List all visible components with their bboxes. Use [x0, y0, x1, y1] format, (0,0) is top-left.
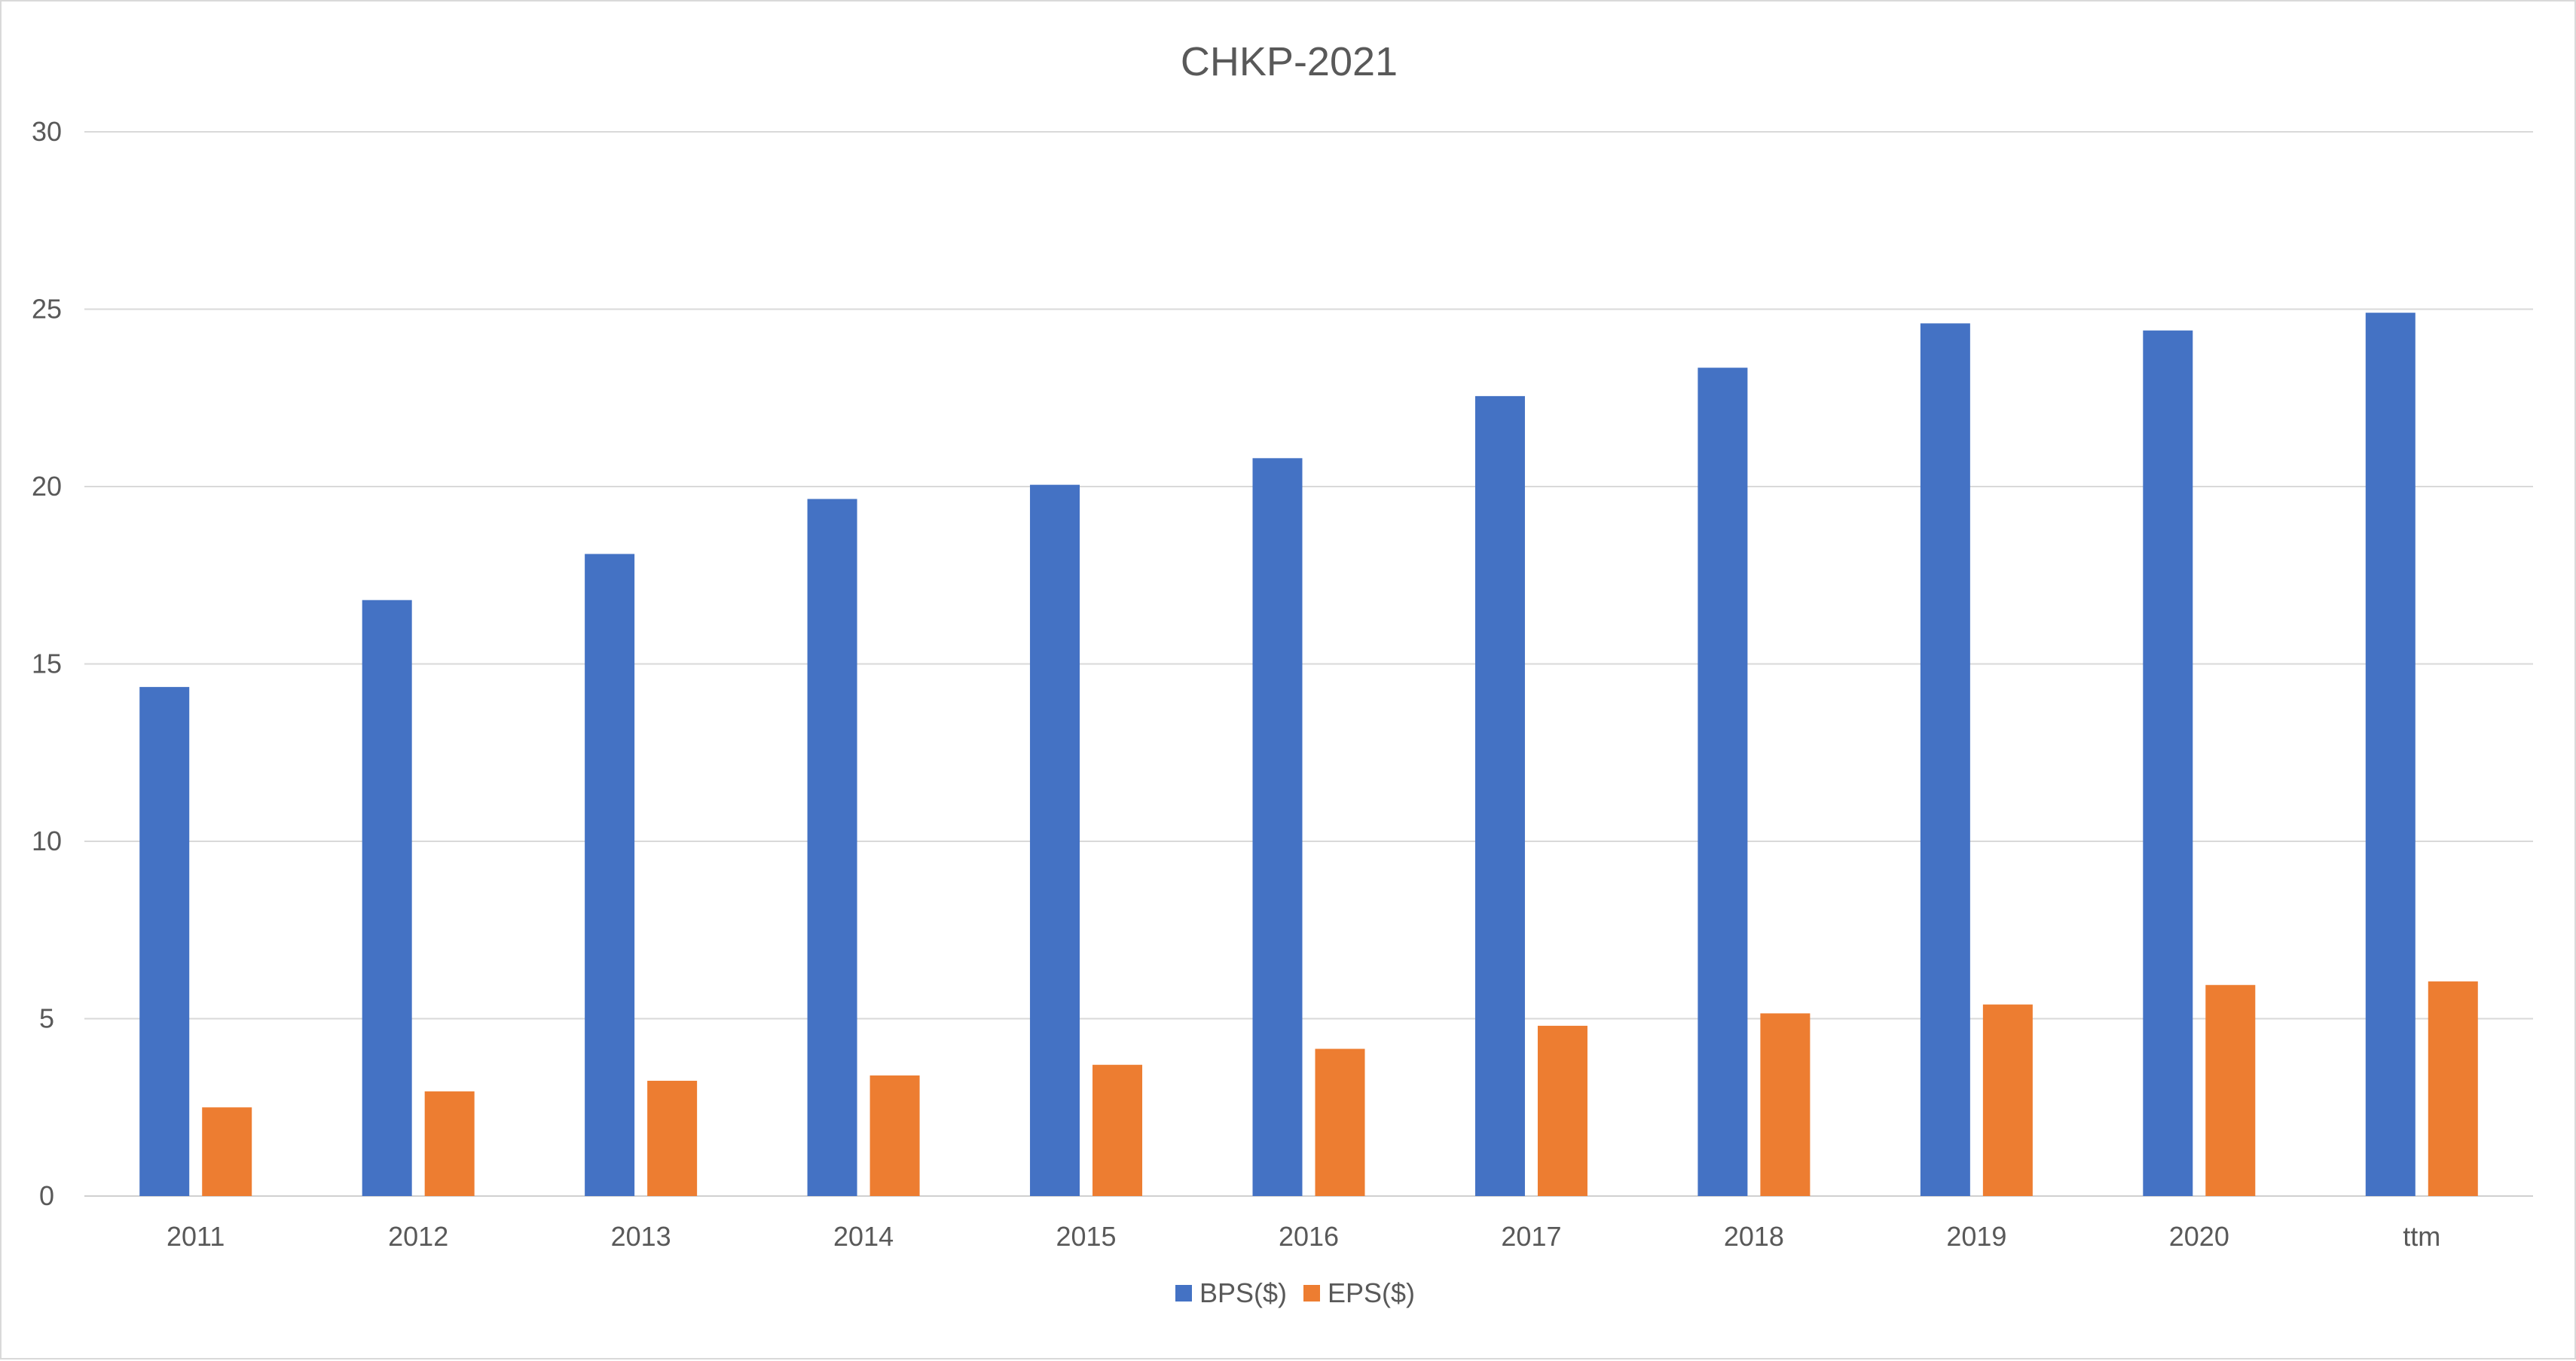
- bars: [139, 313, 2478, 1197]
- y-tick-label: 25: [32, 294, 62, 325]
- bar-bps: [139, 687, 190, 1196]
- bar-bps: [1474, 395, 1525, 1196]
- x-tick-label: 2019: [1946, 1221, 2006, 1252]
- chart-title: CHKP-2021: [1181, 39, 1398, 84]
- x-tick-label: 2014: [833, 1221, 894, 1252]
- x-tick-label: 2018: [1724, 1221, 1784, 1252]
- x-tick-label: 2012: [388, 1221, 448, 1252]
- x-tick-label: 2013: [611, 1221, 671, 1252]
- y-tick-label: 30: [32, 116, 62, 147]
- y-axis-ticks: 0 5 10 15 20 25 30: [32, 116, 62, 1211]
- bar-eps: [869, 1075, 920, 1196]
- x-tick-label: 2011: [167, 1221, 225, 1252]
- bar-eps: [1092, 1064, 1143, 1196]
- legend-label: BPS($): [1199, 1277, 1287, 1308]
- bar-eps: [647, 1080, 698, 1196]
- bar-bps: [362, 600, 412, 1196]
- bar-bps: [1030, 484, 1080, 1196]
- x-tick-label: 2020: [2169, 1221, 2229, 1252]
- y-tick-label: 0: [39, 1180, 54, 1211]
- bar-bps: [1252, 458, 1303, 1196]
- bar-eps: [1537, 1025, 1587, 1196]
- x-tick-label: 2015: [1056, 1221, 1116, 1252]
- x-tick-label: 2016: [1279, 1221, 1339, 1252]
- y-tick-label: 15: [32, 648, 62, 679]
- x-tick-label: ttm: [2403, 1221, 2440, 1252]
- legend-swatch: [1175, 1285, 1192, 1301]
- x-tick-label: 2017: [1501, 1221, 1561, 1252]
- bar-eps: [424, 1091, 475, 1196]
- gridlines: [84, 131, 2533, 1197]
- bar-eps: [202, 1107, 252, 1196]
- bar-eps: [1315, 1048, 1365, 1196]
- bar-bps: [1697, 368, 1748, 1197]
- legend-swatch: [1303, 1285, 1320, 1301]
- bar-eps: [2428, 981, 2478, 1196]
- y-tick-label: 20: [32, 471, 62, 502]
- x-axis-ticks: 2011 2012 2013 2014 2015 2016 2017 2018 2019 2020…: [167, 1221, 2440, 1252]
- bar-bps: [1920, 323, 1970, 1197]
- bar-bps: [807, 499, 857, 1196]
- bar-bps: [2365, 313, 2416, 1197]
- bar-bps: [585, 554, 635, 1196]
- y-tick-label: 5: [39, 1003, 54, 1034]
- legend-label: EPS($): [1328, 1277, 1415, 1308]
- bar-bps: [2143, 330, 2193, 1196]
- legend: BPS($) EPS($): [1175, 1277, 1415, 1308]
- bar-eps: [1760, 1013, 1811, 1196]
- y-tick-label: 10: [32, 825, 62, 856]
- bar-eps: [1982, 1004, 2033, 1196]
- bar-eps: [2205, 984, 2256, 1196]
